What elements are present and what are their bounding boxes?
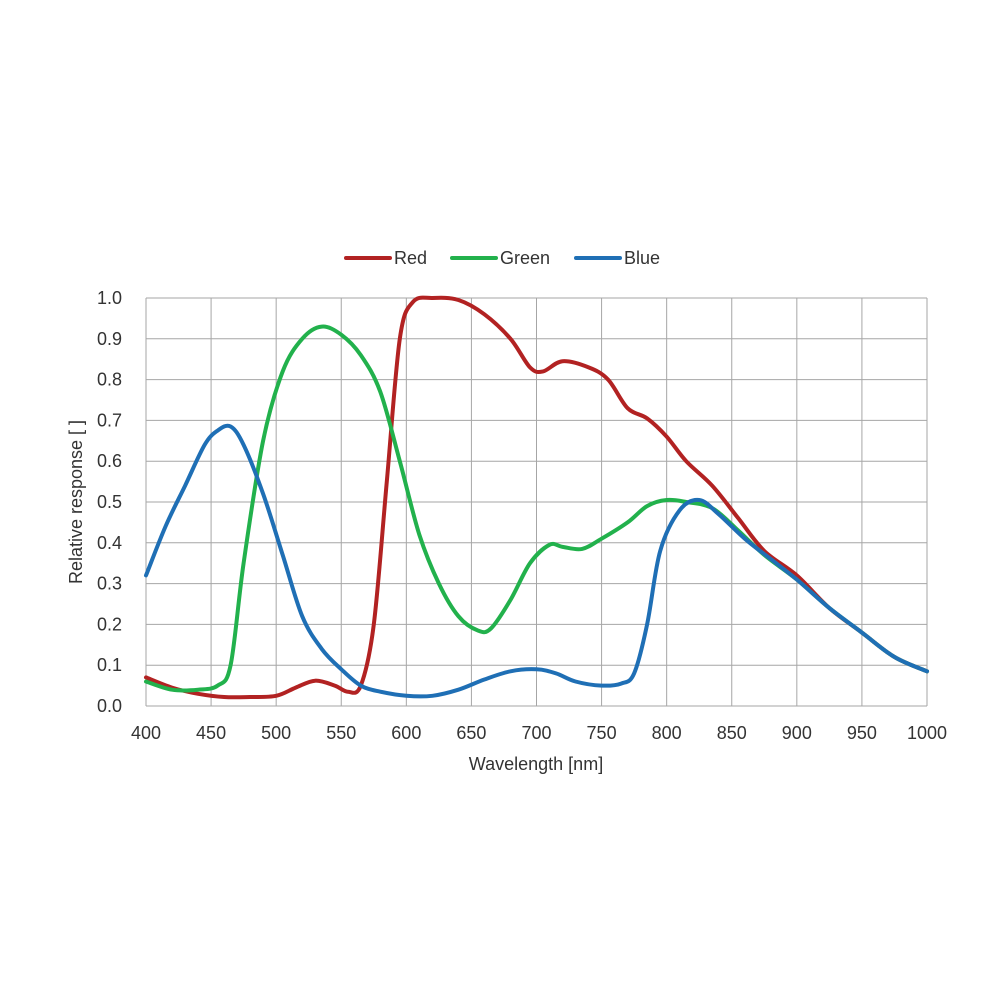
y-tick-label-3: 0.3 xyxy=(97,574,122,594)
x-tick-label-1: 450 xyxy=(196,723,226,743)
y-tick-label-6: 0.6 xyxy=(97,451,122,471)
y-tick-label-4: 0.4 xyxy=(97,533,122,553)
x-tick-label-11: 950 xyxy=(847,723,877,743)
series-line-red xyxy=(144,295,929,700)
legend: Red Green Blue xyxy=(344,248,660,268)
y-tick-label-9: 0.9 xyxy=(97,329,122,349)
y-axis-ticks: 0.0 0.1 0.2 0.3 0.4 0.5 0.6 0.7 0.8 0.9 1.0 xyxy=(97,288,122,716)
y-tick-label-5: 0.5 xyxy=(97,492,122,512)
y-tick-label-10: 1.0 xyxy=(97,288,122,308)
series-layer xyxy=(144,295,929,700)
y-tick-label-8: 0.8 xyxy=(97,370,122,390)
x-axis-title: Wavelength [nm] xyxy=(469,754,603,774)
y-tick-label-7: 0.7 xyxy=(97,410,122,430)
series-line-blue xyxy=(144,423,929,699)
y-axis-title: Relative response [ ] xyxy=(66,420,86,584)
x-tick-label-4: 600 xyxy=(391,723,421,743)
legend-label-green: Green xyxy=(500,248,550,268)
x-tick-label-8: 800 xyxy=(652,723,682,743)
legend-label-red: Red xyxy=(394,248,427,268)
legend-label-blue: Blue xyxy=(624,248,660,268)
x-tick-label-3: 550 xyxy=(326,723,356,743)
x-tick-label-6: 700 xyxy=(521,723,551,743)
x-tick-label-12: 1000 xyxy=(907,723,947,743)
x-tick-label-0: 400 xyxy=(131,723,161,743)
plot-grid xyxy=(145,297,928,707)
y-tick-label-1: 0.1 xyxy=(97,655,122,675)
x-axis-ticks: 400 450 500 550 600 650 700 750 800 850 900 950 1000 xyxy=(131,723,947,743)
y-tick-label-0: 0.0 xyxy=(97,696,122,716)
x-tick-label-5: 650 xyxy=(456,723,486,743)
y-tick-label-2: 0.2 xyxy=(97,614,122,634)
x-tick-label-10: 900 xyxy=(782,723,812,743)
x-tick-label-2: 500 xyxy=(261,723,291,743)
x-tick-label-9: 850 xyxy=(717,723,747,743)
x-tick-label-7: 750 xyxy=(587,723,617,743)
